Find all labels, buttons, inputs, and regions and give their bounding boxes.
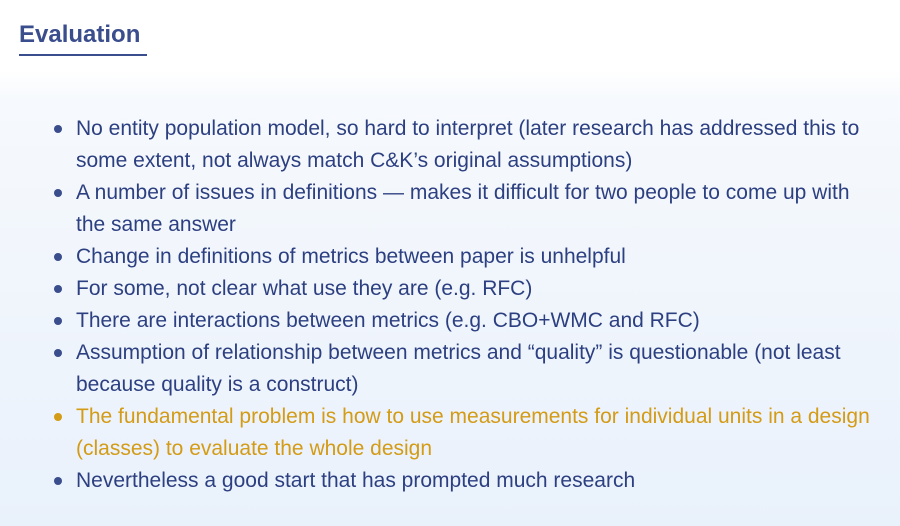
slide-header: Evaluation xyxy=(0,0,900,70)
bullet-text: A number of issues in definitions — make… xyxy=(76,181,850,236)
bullet-dot-icon xyxy=(54,253,62,261)
bullet-text: The fundamental problem is how to use me… xyxy=(76,405,870,460)
bullet-dot-icon xyxy=(54,189,62,197)
bullet-item: A number of issues in definitions — make… xyxy=(54,177,884,241)
bullet-item: No entity population model, so hard to i… xyxy=(54,113,884,177)
bullet-text: There are interactions between metrics (… xyxy=(76,309,700,332)
slide-title: Evaluation xyxy=(19,21,141,48)
bullet-dot-icon xyxy=(54,285,62,293)
bullet-dot-icon xyxy=(54,125,62,133)
bullet-item: Assumption of relationship between metri… xyxy=(54,337,884,401)
bullet-dot-icon xyxy=(54,413,62,421)
bullet-text: Change in definitions of metrics between… xyxy=(76,245,626,268)
bullet-item: There are interactions between metrics (… xyxy=(54,305,884,337)
bullet-text: No entity population model, so hard to i… xyxy=(76,117,860,172)
bullet-dot-icon xyxy=(54,349,62,357)
bullet-item-highlighted: The fundamental problem is how to use me… xyxy=(54,401,884,465)
bullet-item: For some, not clear what use they are (e… xyxy=(54,273,884,305)
bullet-text: Assumption of relationship between metri… xyxy=(76,341,841,396)
bullet-list: No entity population model, so hard to i… xyxy=(54,113,884,497)
bullet-text: Nevertheless a good start that has promp… xyxy=(76,469,636,492)
bullet-item: Change in definitions of metrics between… xyxy=(54,241,884,273)
title-underline xyxy=(19,54,147,56)
bullet-item: Nevertheless a good start that has promp… xyxy=(54,465,884,497)
bullet-dot-icon xyxy=(54,477,62,485)
bullet-text: For some, not clear what use they are (e… xyxy=(76,277,533,300)
bullet-dot-icon xyxy=(54,317,62,325)
